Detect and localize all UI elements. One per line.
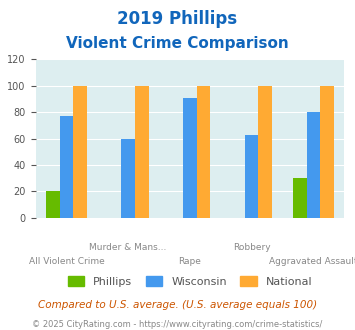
Bar — [121, 139, 135, 218]
Text: Rape: Rape — [179, 257, 201, 266]
Text: Robbery: Robbery — [233, 243, 271, 252]
Text: 2019 Phillips: 2019 Phillips — [118, 10, 237, 28]
Text: All Violent Crime: All Violent Crime — [28, 257, 104, 266]
Text: Compared to U.S. average. (U.S. average equals 100): Compared to U.S. average. (U.S. average … — [38, 300, 317, 310]
Text: © 2025 CityRating.com - https://www.cityrating.com/crime-statistics/: © 2025 CityRating.com - https://www.city… — [32, 320, 323, 329]
Bar — [60, 116, 73, 218]
Text: Murder & Mans...: Murder & Mans... — [89, 243, 167, 252]
Text: Aggravated Assault: Aggravated Assault — [269, 257, 355, 266]
Text: Violent Crime Comparison: Violent Crime Comparison — [66, 36, 289, 51]
Bar — [320, 86, 334, 218]
Bar — [258, 86, 272, 218]
Bar — [46, 191, 60, 218]
Bar — [183, 98, 197, 218]
Bar — [197, 86, 210, 218]
Bar — [293, 178, 307, 218]
Bar — [135, 86, 148, 218]
Bar — [307, 112, 320, 218]
Bar — [245, 135, 258, 218]
Bar — [73, 86, 87, 218]
Legend: Phillips, Wisconsin, National: Phillips, Wisconsin, National — [63, 272, 317, 291]
